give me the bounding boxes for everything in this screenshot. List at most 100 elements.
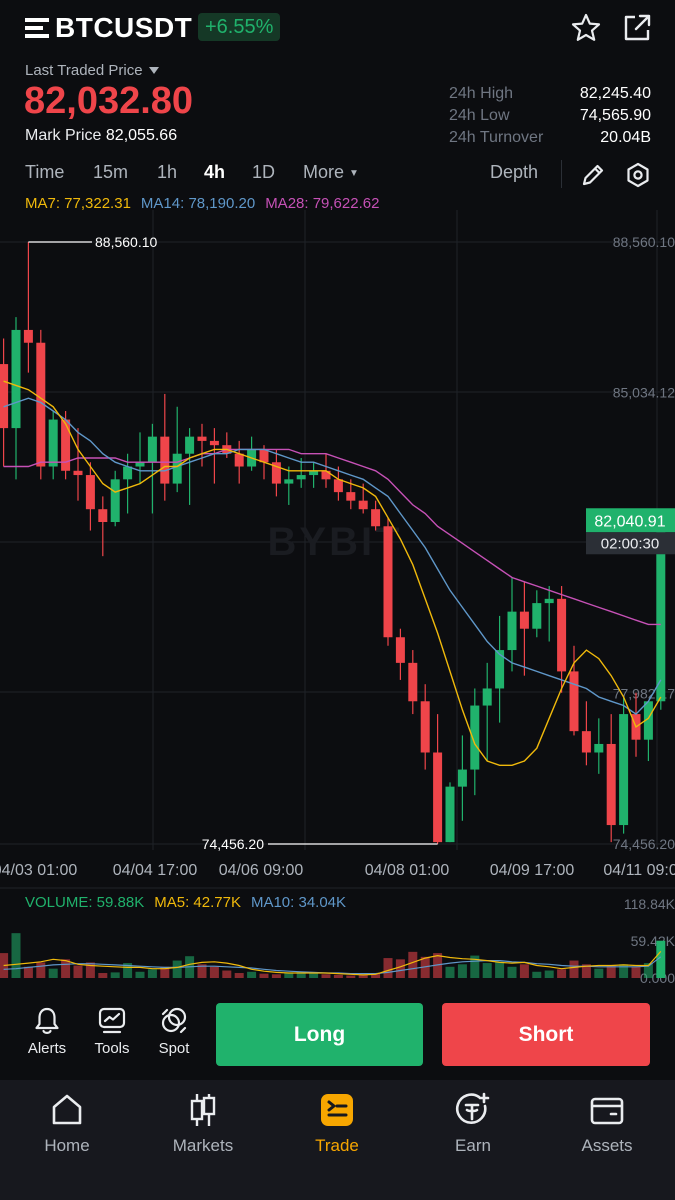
nav-trade[interactable]: Trade xyxy=(282,1092,392,1156)
volume-bar xyxy=(309,973,319,978)
volume-bar xyxy=(85,962,95,978)
volume-bar xyxy=(544,970,554,978)
nav-markets[interactable]: Markets xyxy=(148,1092,258,1156)
volume-ma5-legend: MA5: 42.77K xyxy=(154,894,241,911)
stat-value: 20.04B xyxy=(600,129,651,146)
menu-icon[interactable] xyxy=(25,16,49,40)
candle-body xyxy=(358,500,368,510)
candle-body xyxy=(321,470,331,480)
y-tick-label: 74,456.20 xyxy=(613,836,675,852)
markets-candles-icon xyxy=(190,1094,216,1126)
bottom-nav: Home Markets Trade Earn Assets xyxy=(0,1080,675,1200)
share-icon[interactable] xyxy=(621,12,653,44)
current-price-tag-bg xyxy=(586,508,675,533)
last-traded-price: 82,032.80 xyxy=(24,80,194,122)
pencil-icon[interactable] xyxy=(580,162,606,188)
candlestick-chart[interactable]: BYBIT88,560.1085,034.1277,982.1774,456.2… xyxy=(0,210,675,990)
home-icon xyxy=(52,1094,82,1125)
nav-home[interactable]: Home xyxy=(12,1092,122,1156)
long-button[interactable]: Long xyxy=(216,1003,423,1066)
interval-time[interactable]: Time xyxy=(25,162,65,182)
alerts-button[interactable]: Alerts xyxy=(19,1006,75,1057)
volume-bar xyxy=(247,971,257,978)
spot-button[interactable]: Spot xyxy=(146,1006,202,1057)
candle-body xyxy=(284,479,294,484)
volume-bar xyxy=(656,940,666,978)
interval-4h[interactable]: 4h xyxy=(204,162,226,182)
stat-label: 24h Turnover xyxy=(449,129,544,146)
candle-body xyxy=(532,603,542,629)
volume-bar xyxy=(569,960,579,978)
volume-bar xyxy=(420,956,430,978)
candle-body xyxy=(160,436,170,484)
top-header: BTCUSDT +6.55% xyxy=(0,0,675,56)
candle-body xyxy=(234,453,244,467)
candle-body xyxy=(371,509,381,527)
volume-bar xyxy=(222,970,232,978)
mark-price-value: 82,055.66 xyxy=(105,127,178,144)
nav-assets-label: Assets xyxy=(581,1136,633,1155)
last-traded-price-label: Last Traded Price xyxy=(25,62,143,79)
candle-body xyxy=(383,526,393,638)
alerts-label: Alerts xyxy=(27,1040,67,1057)
last-traded-price-selector[interactable]: Last Traded Price xyxy=(25,62,159,79)
spot-label: Spot xyxy=(158,1040,190,1057)
nav-markets-label: Markets xyxy=(172,1136,234,1155)
candle-body xyxy=(445,786,455,843)
nav-earn-label: Earn xyxy=(455,1136,491,1155)
volume-bar xyxy=(259,973,269,978)
candle-body xyxy=(185,436,195,454)
volume-bar xyxy=(495,961,505,978)
volume-bar xyxy=(532,971,542,978)
volume-bar xyxy=(209,966,219,978)
x-tick-label: 04/11 09:00 xyxy=(603,862,675,879)
volume-bar xyxy=(581,964,591,978)
low-marker-label: 74,456.20 xyxy=(202,836,264,852)
volume-bar xyxy=(73,965,83,978)
candle-body xyxy=(643,701,653,740)
candle-body xyxy=(296,475,306,480)
candle-body xyxy=(172,453,182,484)
volume-bar xyxy=(643,963,653,978)
volume-bar xyxy=(619,964,629,978)
candle-body xyxy=(259,449,269,463)
nav-assets[interactable]: Assets xyxy=(552,1092,662,1156)
star-icon[interactable] xyxy=(570,12,602,44)
short-button[interactable]: Short xyxy=(442,1003,650,1066)
candle-body xyxy=(656,520,666,702)
volume-bar xyxy=(383,958,393,978)
volume-bar xyxy=(11,933,21,978)
tools-label: Tools xyxy=(94,1040,130,1057)
volume-bar xyxy=(445,966,455,978)
settings-icon[interactable] xyxy=(624,161,652,189)
stat-value: 74,565.90 xyxy=(579,107,651,124)
tools-button[interactable]: Tools xyxy=(84,1006,140,1057)
interval-1d[interactable]: 1D xyxy=(252,162,276,182)
candle-body xyxy=(519,611,529,629)
24h-stats: 24h High 82,245.40 24h Low 74,565.90 24h… xyxy=(449,83,651,149)
candle-body xyxy=(197,436,207,441)
candle-body xyxy=(333,479,343,493)
depth-tab[interactable]: Depth xyxy=(490,162,539,182)
candle-body xyxy=(271,462,281,484)
interval-15m[interactable]: 15m xyxy=(93,162,129,182)
candle-body xyxy=(408,662,418,702)
volume-bar xyxy=(346,975,356,978)
interval-more[interactable]: More ▼ xyxy=(303,162,359,183)
candle-body xyxy=(569,671,579,732)
volume-bar xyxy=(147,969,157,978)
candle-body xyxy=(594,743,604,753)
candle-body xyxy=(209,440,219,446)
watermark: BYBIT xyxy=(268,520,403,564)
symbol-title[interactable]: BTCUSDT xyxy=(55,12,193,43)
y-tick-label: 88,560.10 xyxy=(613,234,675,250)
interval-1h[interactable]: 1h xyxy=(157,162,178,182)
volume-bar xyxy=(172,960,182,978)
candle-body xyxy=(73,470,83,476)
volume-bar xyxy=(470,955,480,978)
volume-bar xyxy=(296,971,306,978)
volume-legend-value: VOLUME: 59.88K xyxy=(25,894,144,911)
ma28-legend: MA28: 79,622.62 xyxy=(265,195,380,212)
volume-bar xyxy=(457,964,467,978)
nav-earn[interactable]: Earn xyxy=(418,1092,528,1156)
